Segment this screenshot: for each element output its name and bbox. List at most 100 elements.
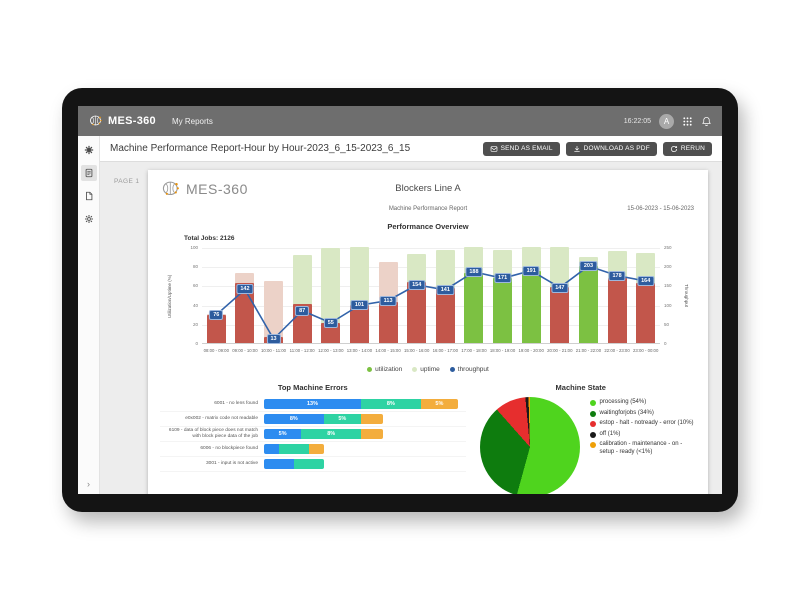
gridline <box>202 248 660 249</box>
error-bar-segment: 8% <box>361 399 421 409</box>
machine-state-legend: processing (54%) waitingforjobs (34%) esto… <box>589 397 696 456</box>
report-canvas: PAGE 1 <box>100 162 722 494</box>
combo-chart-legend: utilization uptime throughput <box>160 366 696 373</box>
error-bar-segment: 5% <box>323 414 362 424</box>
utilization-bar <box>464 272 484 343</box>
refresh-icon <box>670 145 677 152</box>
machine-state-legend-item: off (1%) <box>589 430 696 439</box>
throughput-point-label: 147 <box>551 282 569 293</box>
throughput-point-label: 188 <box>465 266 483 277</box>
error-bar-segment <box>361 429 384 439</box>
throughput-point-label: 164 <box>637 276 655 287</box>
left-sidebar: › <box>78 136 100 494</box>
left-axis-tick: 60 <box>192 283 198 289</box>
error-bar-segment <box>278 444 309 454</box>
legend-dot <box>412 367 418 372</box>
machine-state-legend-item: waitingforjobs (34%) <box>589 410 696 418</box>
top-machine-errors-chart: Top Machine Errors 6001 - no lens found 1… <box>160 383 466 494</box>
performance-overview-chart: Utilization/Uptime (%) Throughput 0 20 40 6… <box>166 244 690 364</box>
legend-dot <box>589 421 596 427</box>
utilization-bar <box>435 288 455 343</box>
error-row: e0x002 - matrix code not readable 8% 5% <box>160 412 466 427</box>
legend-dot <box>589 410 596 417</box>
throughput-point-label: 191 <box>522 265 540 276</box>
avatar[interactable]: A <box>659 113 674 129</box>
settings-gear-icon <box>84 215 93 223</box>
error-row: 3001 - input is not active <box>160 457 466 472</box>
legend-dot <box>589 442 596 448</box>
utilization-bar <box>521 271 541 343</box>
throughput-point-label: 154 <box>408 279 426 290</box>
brain-logo-icon <box>90 115 102 126</box>
machine-state-title: Machine State <box>555 383 606 392</box>
total-jobs-label: Total Jobs: 2126 <box>184 235 235 242</box>
sidebar-item-reports[interactable] <box>80 165 97 181</box>
throughput-point-label: 101 <box>350 300 369 311</box>
x-axis-tick: 19:00 - 20:00 <box>518 348 544 353</box>
machine-state-chart: Machine State processing (54%) waitingfor… <box>466 383 696 494</box>
app-logo[interactable]: MES-360 <box>88 113 156 129</box>
throughput-point-label: 141 <box>436 284 454 295</box>
send-as-email-button[interactable]: SEND AS EMAIL <box>482 141 560 156</box>
x-axis-tick: 16:00 - 17:00 <box>432 348 458 353</box>
page-number-label: PAGE 1 <box>114 178 140 185</box>
right-axis-tick: 0 <box>664 341 667 346</box>
download-as-pdf-button[interactable]: DOWNLOAD AS PDF <box>565 141 657 156</box>
utilization-bar <box>550 287 570 343</box>
x-axis-tick: 09:00 - 10:00 <box>232 348 258 353</box>
sidebar-item-settings[interactable] <box>81 211 97 227</box>
x-axis-tick: 15:00 - 16:00 <box>404 348 430 353</box>
x-axis-tick: 17:00 - 18:00 <box>461 348 487 353</box>
left-axis-tick: 80 <box>192 264 198 270</box>
section-title-performance-overview: Performance Overview <box>387 222 469 231</box>
left-axis-tick: 40 <box>192 302 198 308</box>
legend-dot <box>449 367 455 372</box>
legend-dot <box>589 431 596 438</box>
bell-icon[interactable] <box>701 116 712 127</box>
legend-item-throughput: throughput <box>449 366 489 373</box>
top-navbar: MES-360 My Reports 16:22:05 A <box>78 106 722 136</box>
error-bar-segment <box>308 444 324 454</box>
throughput-point-label: 113 <box>379 295 397 306</box>
utilization-bar <box>636 283 656 343</box>
x-axis-tick: 13:00 - 14:00 <box>346 348 373 353</box>
rerun-button[interactable]: RERUN <box>662 141 712 156</box>
utilization-bar <box>578 266 598 343</box>
tablet-frame: MES-360 My Reports 16:22:05 A <box>62 88 738 512</box>
gridline <box>202 324 660 326</box>
error-bar <box>264 459 466 469</box>
x-axis-tick: 11:00 - 12:00 <box>289 348 315 353</box>
utilization-bar <box>607 277 627 343</box>
error-label: e0x002 - matrix code not readable <box>185 415 258 421</box>
clock: 16:22:05 <box>623 117 651 125</box>
error-bar-segment <box>264 459 294 469</box>
report-type-label: Machine Performance Report <box>388 206 468 212</box>
legend-label: throughput <box>457 366 489 373</box>
throughput-point-label: 87 <box>295 305 310 316</box>
apps-grid-icon[interactable] <box>682 116 693 127</box>
combo-plot: 0 20 40 60 80 100 0 50 100 150 200 250 08:00 - 09:00… <box>190 245 671 353</box>
sidebar-item-dashboard[interactable] <box>81 142 97 158</box>
right-axis-tick: 250 <box>664 245 672 250</box>
machine-state-pie <box>479 397 580 494</box>
right-axis-tick: 150 <box>664 283 672 289</box>
legend-label: off (1%) <box>599 430 621 437</box>
error-bar-segment <box>264 444 279 454</box>
right-axis-tick: 100 <box>664 302 672 308</box>
sidebar-item-documents[interactable] <box>81 188 97 204</box>
right-axis-tick: 200 <box>664 264 672 270</box>
error-bar-segment <box>293 459 324 469</box>
throughput-point-label: 76 <box>209 309 224 320</box>
error-label: 6006 - no blockpiece found <box>200 445 258 451</box>
x-axis-tick: 08:00 - 09:00 <box>203 348 229 353</box>
error-row: 6109 - data of block piece does not matc… <box>160 427 466 442</box>
legend-label: processing (54%) <box>599 399 647 405</box>
right-axis-tick: 50 <box>664 321 670 327</box>
error-row: 6006 - no blockpiece found <box>160 442 466 457</box>
sidebar-expand-chevron[interactable]: › <box>87 479 90 489</box>
error-bar: 5% 8% <box>264 429 466 439</box>
top-machine-errors-title: Top Machine Errors <box>277 383 348 392</box>
throughput-point-label: 171 <box>493 273 512 284</box>
nav-item-my-reports[interactable]: My Reports <box>171 116 213 126</box>
